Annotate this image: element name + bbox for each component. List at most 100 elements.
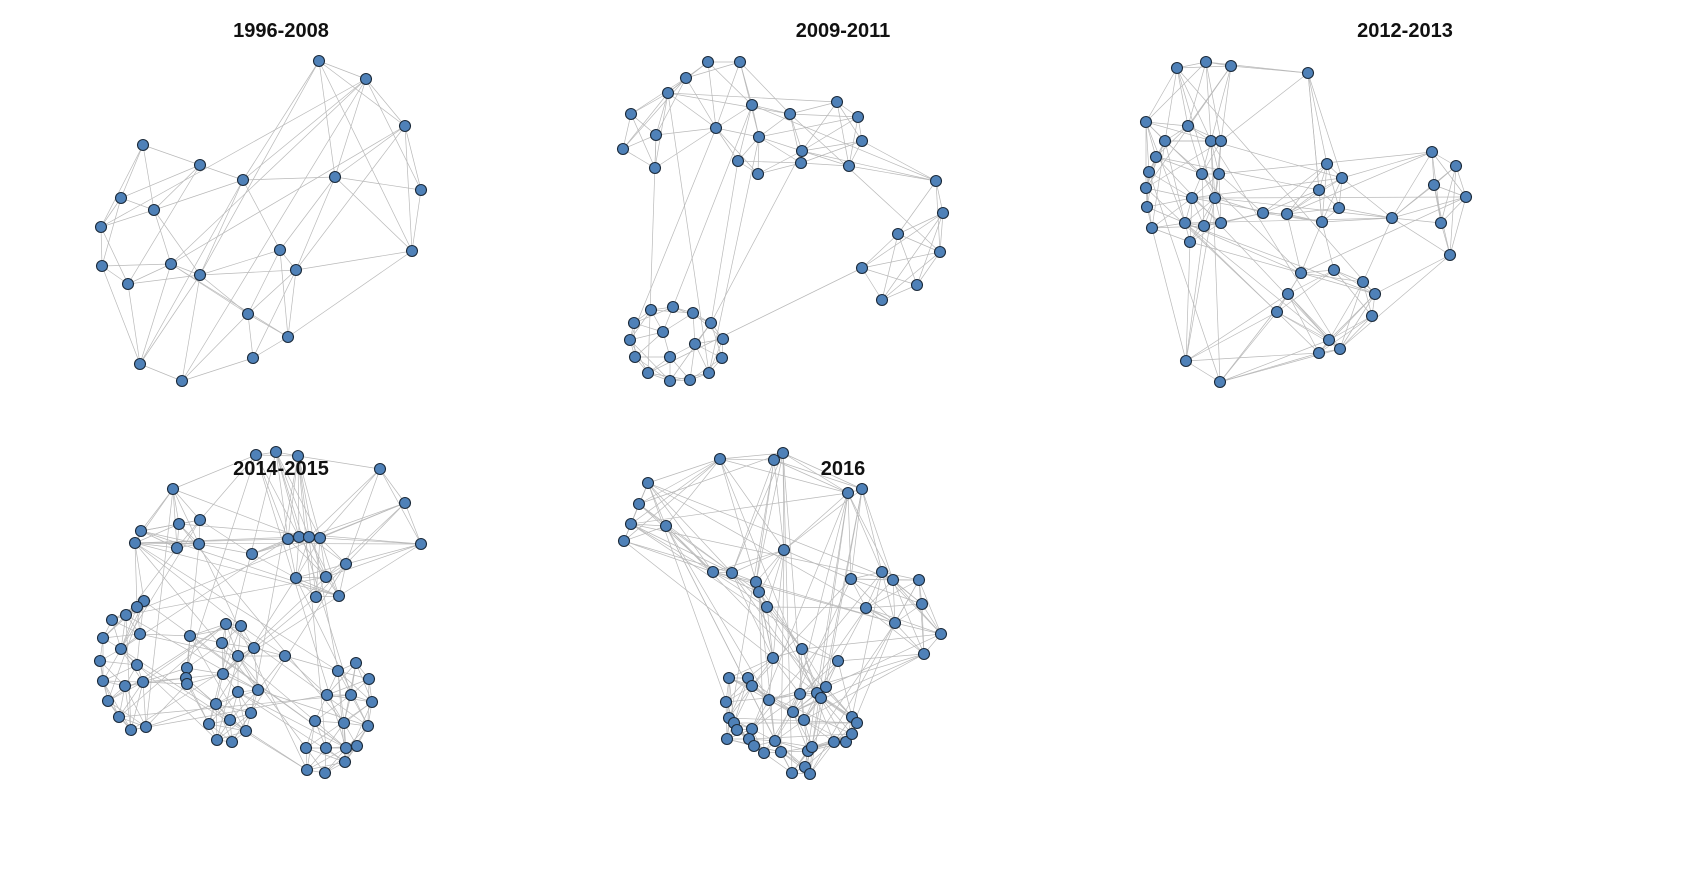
network-edge [181,313,249,382]
network-edge [1220,65,1232,142]
network-edge [1189,241,1302,274]
network-node [405,244,419,258]
network-edge [295,176,336,271]
network-edge [1321,221,1335,271]
network-node [236,173,250,187]
network-node [797,713,811,727]
network-edge [847,492,883,573]
network-edge [685,61,741,79]
network-node [624,517,638,531]
network-edge [792,653,925,713]
network-edge [623,458,721,542]
network-edge [252,336,289,359]
network-node [768,734,782,748]
network-edge [215,577,297,705]
network-edge [629,127,717,341]
network-node [844,572,858,586]
network-edge [134,542,340,597]
network-edge [275,451,310,538]
network-edge [1155,125,1189,158]
network-node [249,448,263,462]
network-edge [1145,121,1343,179]
network-edge [275,451,289,540]
network-edge [237,655,259,691]
network-edge [665,525,733,574]
network-edge [792,711,809,752]
network-edge [1148,171,1221,383]
network-edge [1328,315,1373,341]
network-edge [1391,196,1467,219]
network-edge [153,164,201,211]
network-edge [145,683,188,728]
network-node [819,680,833,694]
network-edge [279,249,289,338]
network-edge [630,492,849,525]
network-node [350,739,364,753]
network-node [172,517,186,531]
network-node [1320,157,1334,171]
network-edge [622,77,687,150]
network-edge [318,60,413,252]
network-edge [1164,140,1186,224]
network-edge [1185,173,1220,362]
network-edge [1374,254,1451,295]
network-node [934,627,948,641]
network-edge [1341,177,1393,219]
network-edge [1210,65,1232,142]
network-edge [801,150,850,167]
network-node [124,723,138,737]
network-edge [297,455,300,538]
network-panel-1996-2008: 1996-2008 [0,0,562,438]
network-node [244,706,258,720]
network-node [302,530,316,544]
network-edge [757,136,760,175]
network-edge [865,607,942,635]
network-edge [1184,197,1216,224]
network-node [338,755,352,769]
network-edge [1145,61,1207,123]
network-edge [894,622,942,635]
network-edge [728,717,858,724]
network-edge [755,459,775,583]
network-node [777,543,791,557]
network-edge [225,623,369,727]
network-edge [255,454,300,538]
network-edge [1307,72,1323,223]
network-node [785,766,799,780]
network-edge [1321,217,1393,223]
network-node [147,203,161,217]
network-node [1139,115,1153,129]
network-edge [665,458,721,527]
network-edge [326,662,357,696]
network-edge [861,140,937,182]
network-edge [719,458,785,551]
network-edge [404,502,422,545]
network-edge [1287,269,1335,295]
network-node [731,154,745,168]
network-edge [139,633,191,637]
network-edge [199,179,244,276]
network-node [269,445,283,459]
network-node [666,300,680,314]
network-edge [199,519,253,555]
network-edge [275,451,352,696]
network-node [841,486,855,500]
network-graph [93,445,428,780]
network-node [216,667,230,681]
network-edge [1151,227,1187,362]
network-edge [1286,177,1343,215]
network-edge [134,542,145,602]
network-node [193,268,207,282]
network-node [831,654,845,668]
network-edge [139,274,201,365]
network-edge [287,455,299,540]
network-edge [125,502,406,616]
network-edge [748,733,853,740]
network-node [1280,207,1294,221]
network-edge [719,458,849,494]
network-edge [715,104,753,129]
network-edge [325,502,406,578]
network-edge [801,140,863,152]
network-edge [318,60,406,127]
network-edge [308,468,381,538]
